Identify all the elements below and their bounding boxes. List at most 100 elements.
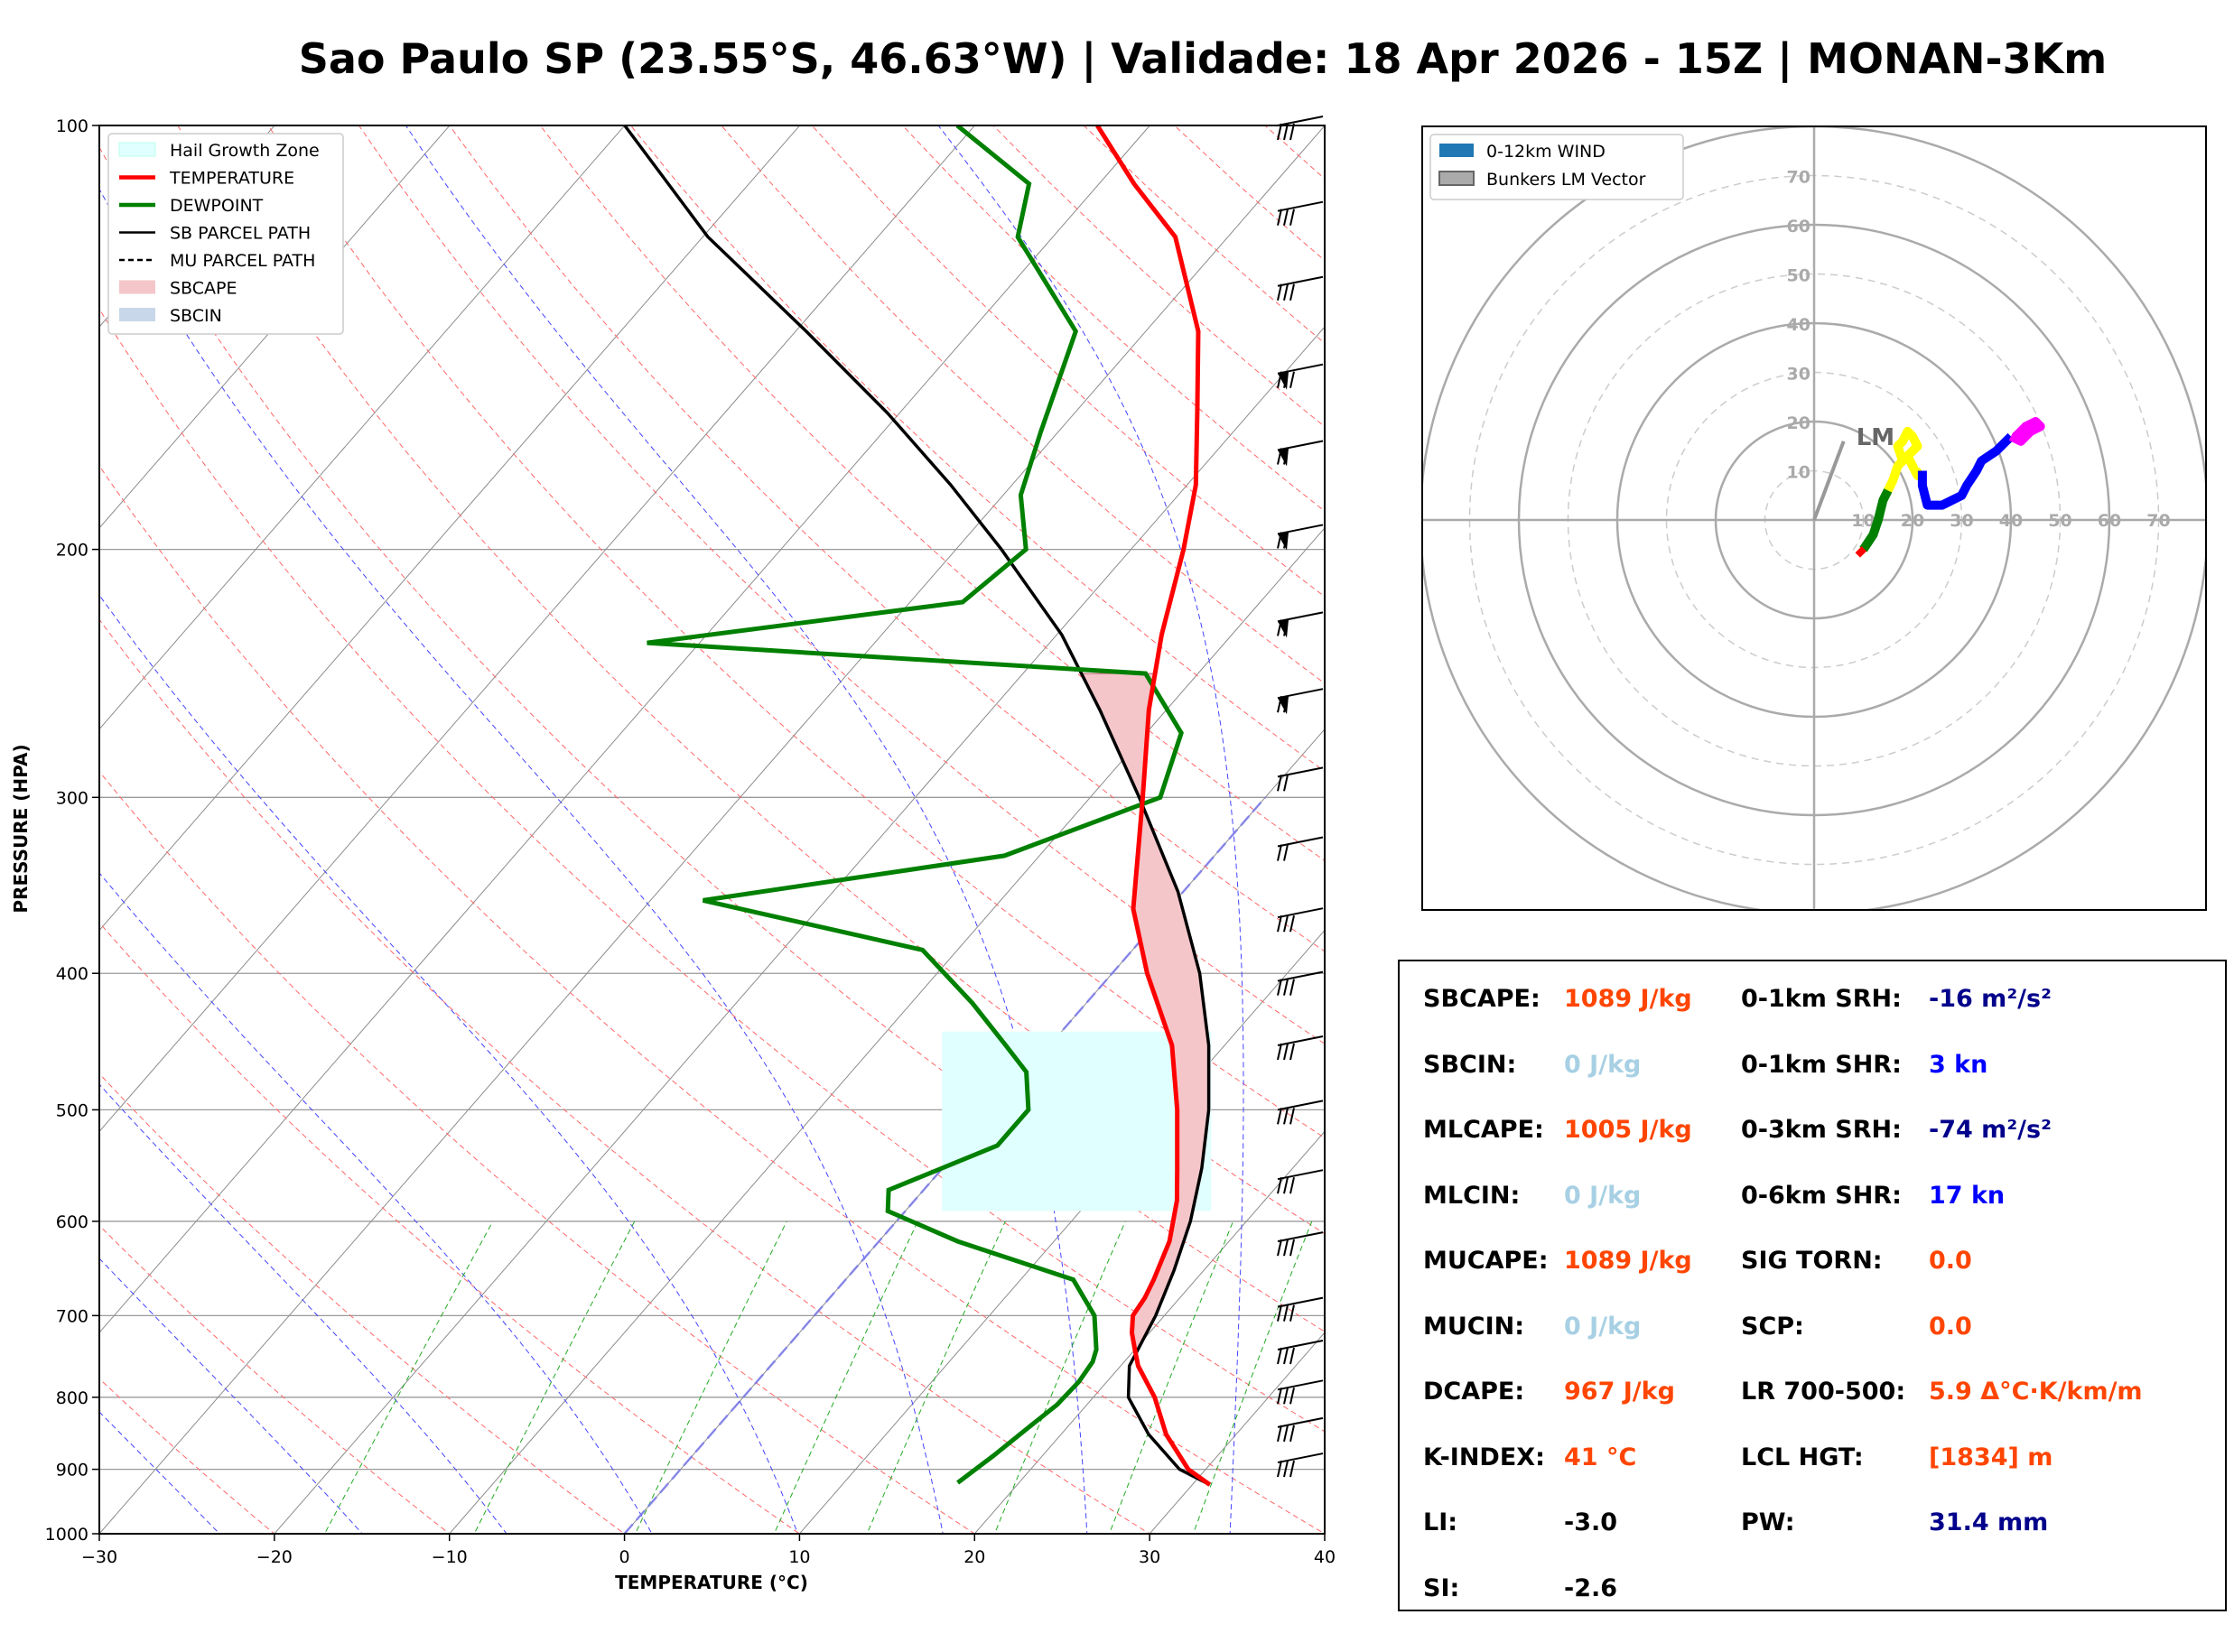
wind-barb [1277, 907, 1324, 933]
wind-barb [1277, 1416, 1324, 1443]
hodo-segment-3-6km [1917, 432, 2015, 510]
wind-barb [1277, 200, 1324, 226]
param-label: SI: [1423, 1573, 1460, 1602]
isotherm-line [449, 527, 1325, 1534]
dry-adiabat-line [99, 922, 801, 1534]
sb-parcel-line [623, 125, 1211, 1487]
param-value: 0 J/kg [1564, 1181, 1642, 1210]
isotherm-line [623, 728, 1325, 1534]
ring-label-x: 50 [2048, 511, 2071, 531]
lm-label: LM [1857, 424, 1894, 451]
bunkers-lm-vector [1812, 441, 1846, 521]
dry-adiabat-line [99, 618, 1151, 1534]
hodograph-legend: 0-12km WIND Bunkers LM Vector [1429, 134, 1684, 200]
param-label: MUCAPE: [1423, 1247, 1549, 1275]
wind-barb [1277, 1296, 1324, 1322]
mixing-ratio-line [1108, 1220, 1234, 1534]
param-value: 0 J/kg [1564, 1312, 1642, 1341]
param-label: LR 700-500: [1741, 1378, 1906, 1406]
moist-adiabat-line [937, 125, 1244, 1534]
param-label: LI: [1423, 1508, 1458, 1536]
dry-adiabat-line [177, 125, 1325, 1235]
y-tick-label: 900 [56, 1461, 88, 1480]
wind-barb [1277, 836, 1324, 861]
moist-adiabat-line [99, 594, 799, 1534]
legend-label: MU PARCEL PATH [170, 251, 315, 271]
legend-label: TEMPERATURE [169, 169, 294, 189]
ring-label-x: 30 [1950, 511, 1973, 531]
y-tick-label: 1000 [45, 1525, 88, 1545]
wind-barb [1277, 116, 1324, 141]
isotherm-line [973, 1130, 1325, 1534]
hodograph-frame [1421, 125, 2207, 911]
wind-barb [1277, 970, 1324, 996]
param-label: SCP: [1741, 1312, 1804, 1341]
legend-label: Bunkers LM Vector [1486, 170, 1646, 190]
param-label: K-INDEX: [1423, 1443, 1545, 1471]
isotherm-line [274, 326, 1325, 1534]
moist-adiabat-line [99, 1258, 363, 1534]
mixing-ratio-line [773, 1220, 918, 1534]
x-tick-label: 20 [963, 1547, 985, 1567]
x-axis-label: TEMPERATURE (°C) [615, 1572, 808, 1593]
mixing-ratio-line [323, 1220, 494, 1534]
legend-label: 0-12km WIND [1486, 142, 1606, 162]
legend-label: SB PARCEL PATH [170, 224, 311, 244]
mixing-ratio-line [473, 1220, 636, 1534]
param-label: 0-1km SHR: [1741, 1050, 1902, 1079]
temperature-line [1095, 125, 1212, 1487]
ring-label-y: 60 [1787, 217, 1810, 237]
legend-label: SBCAPE [170, 279, 237, 299]
y-tick-label: 100 [56, 116, 88, 136]
mixing-ratio-line [1192, 1220, 1313, 1534]
param-value: 17 kn [1929, 1181, 2006, 1210]
hodo-segment-0-1km [1859, 488, 1893, 552]
legend-item: SB PARCEL PATH [119, 224, 311, 244]
dry-adiabat-line [99, 1072, 626, 1534]
skewt-frame [98, 125, 1326, 1535]
legend-label: Hail Growth Zone [170, 141, 320, 161]
ring-label-x: 60 [2098, 511, 2121, 531]
param-value: 0 J/kg [1564, 1050, 1642, 1079]
param-label: LCL HGT: [1741, 1443, 1864, 1471]
x-tick-label: 0 [619, 1547, 630, 1567]
wind-barb [1277, 688, 1324, 715]
isotherm-line [798, 929, 1325, 1534]
hodograph-chart: 10 10 20 20 30 30 40 40 50 50 60 60 70 70 LM 0-12km W… [1421, 125, 2207, 911]
hodo-segment-1-3km [1884, 426, 1926, 493]
x-tick-label: −30 [81, 1547, 117, 1567]
param-value: -74 m²/s² [1929, 1116, 2052, 1144]
ring-label-y: 20 [1787, 413, 1810, 433]
legend-item: Hail Growth Zone [118, 141, 320, 161]
param-value: 3 kn [1929, 1050, 1988, 1079]
param-label: 0-1km SRH: [1741, 985, 1902, 1013]
dry-adiabat-line [721, 125, 1325, 684]
dewpoint-line [647, 125, 1184, 1485]
dry-adiabat-line [99, 1378, 275, 1534]
legend-item: TEMPERATURE [119, 169, 294, 189]
legend-item: SBCIN [119, 306, 222, 326]
wind-barb [1277, 363, 1324, 390]
ring-label-x: 20 [1901, 511, 1924, 531]
ring-label-y: 40 [1787, 315, 1810, 335]
y-tick-label: 400 [56, 964, 88, 984]
dry-adiabat-line [99, 308, 1325, 1433]
skewt-legend: Hail Growth Zone TEMPERATURE DEWPOINT SB PA… [107, 133, 344, 335]
param-label: 0-6km SHR: [1741, 1181, 1902, 1210]
x-tick-label: 40 [1314, 1547, 1336, 1567]
param-value: -3.0 [1564, 1508, 1618, 1536]
isotherm-line [99, 125, 801, 932]
param-value: 0.0 [1929, 1312, 1972, 1341]
ring-label-y: 50 [1787, 266, 1810, 286]
legend-item: DEWPOINT [119, 196, 264, 216]
param-value: 0.0 [1929, 1247, 1972, 1275]
mixing-ratio-line [634, 1220, 787, 1534]
wind-barb [1277, 611, 1324, 638]
moist-adiabat-line [405, 125, 1088, 1534]
moist-adiabat-line [99, 188, 944, 1534]
page-title: Sao Paulo SP (23.55°S, 46.63°W) | Valida… [298, 34, 2108, 83]
skewt-chart: −30 −20 −10 0 10 20 30 40 1000 900 800 700 600 500 400… [10, 116, 1336, 1593]
param-label: SIG TORN: [1741, 1247, 1883, 1275]
moist-adiabat-line [99, 1411, 220, 1534]
legend-label: SBCIN [170, 306, 222, 326]
